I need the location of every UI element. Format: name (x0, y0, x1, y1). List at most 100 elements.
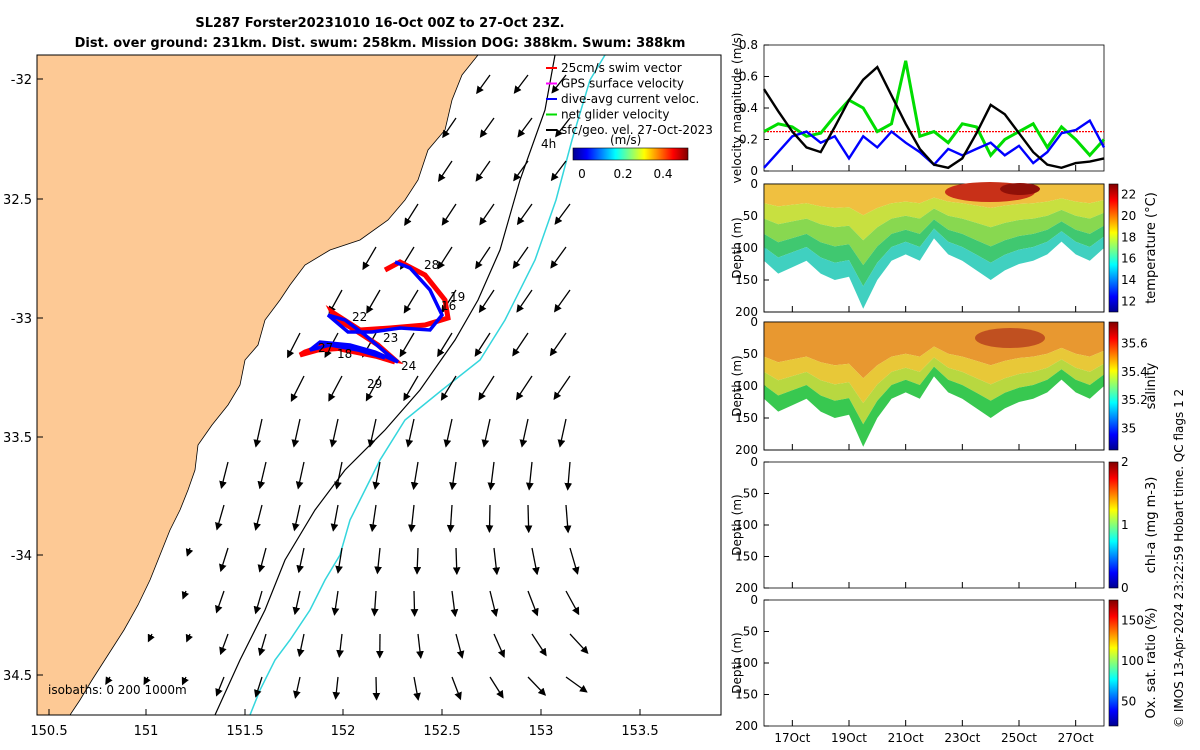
day-label: 29 (367, 377, 382, 391)
velocity-arrow (565, 590, 580, 616)
velocity-arrow (553, 289, 571, 313)
velocity-arrow (370, 590, 379, 617)
oxygen-y-tick-label: 200 (735, 719, 758, 733)
map-colorbar-unit: (m/s) (610, 133, 641, 147)
map-colorbar-ticks: 0 0.2 0.4 (578, 167, 672, 181)
day-label: 27 (318, 341, 333, 355)
velocity-arrow (215, 504, 225, 531)
time-label: 4h (541, 137, 556, 151)
velocity-arrow (555, 117, 571, 138)
velocity-arrow (493, 633, 506, 658)
x-tick-label: 17Oct (774, 731, 810, 745)
velocity-arrow (487, 461, 496, 491)
oxygen-ylabel: Depth (m) (730, 632, 744, 693)
velocity-arrow (332, 676, 341, 700)
temperature-colorbar-tick-label: 16 (1121, 252, 1136, 266)
velocity-arrow (143, 676, 151, 686)
map-y-tick-label: -32 (11, 73, 32, 88)
velocity-arrow (452, 547, 461, 576)
oxygen-y-tick-label: 0 (750, 593, 758, 607)
velocity-arrow (215, 676, 225, 697)
velocity-arrow (512, 246, 529, 269)
velocity-arrow (475, 160, 491, 182)
velocity-arrows (105, 74, 589, 701)
velocity-arrow (296, 547, 305, 574)
temperature-colorbar-label: temperature (°C) (1144, 192, 1159, 304)
velocity-arrow (563, 504, 572, 534)
temperature-colorbar (1108, 183, 1119, 313)
velocity-arrow (519, 418, 529, 448)
velocity-arrow (330, 504, 339, 532)
velocity-arrow (329, 418, 339, 448)
velocity-arrow (554, 203, 571, 225)
x-tick-label: 19Oct (831, 731, 867, 745)
salinity-colorbar-tick-label: 35.2 (1121, 393, 1148, 407)
salinity-y-tick-label: 100 (735, 379, 758, 393)
temperature-panel: 0 50 100 150 200 Depth (m) 12 14 16 18 20 22 tempera… (730, 177, 1159, 319)
velocity-arrow (557, 418, 567, 448)
salinity-y-tick-label: 0 (750, 315, 758, 329)
velocity-arrow (516, 289, 533, 313)
velocity-arrow (474, 332, 491, 357)
legend-entry: net glider velocity (561, 108, 669, 122)
x-tick-label: 23Oct (944, 731, 980, 745)
velocity-arrow (550, 160, 567, 182)
velocity-arrow (372, 461, 381, 490)
velocity-arrow (531, 547, 540, 576)
day-label: 28 (424, 258, 439, 272)
velocity-arrow (292, 504, 301, 532)
velocity-arrow (253, 590, 263, 615)
isobath-200m (214, 55, 556, 715)
legend-entry: dive-avg current veloc. (561, 92, 699, 106)
isobath-1000m (249, 55, 606, 715)
velocity-arrow (565, 676, 588, 693)
velocity-arrow (479, 203, 495, 226)
velocity-arrow (295, 461, 305, 490)
velocity-arrow (489, 590, 499, 617)
velocity-arrow (292, 590, 301, 616)
velocity-arrow (147, 633, 155, 643)
map-x-tick-label: 152.5 (423, 724, 460, 739)
velocity-arrow (290, 375, 305, 403)
velocity-arrow (336, 633, 344, 658)
velocity-arrow (441, 203, 457, 226)
velocity-arrow (553, 375, 571, 401)
velocity-arrow (291, 418, 301, 448)
velocity-arrow (449, 461, 457, 491)
chlorophyll-colorbar-label: chl-a (mg m-3) (1144, 477, 1159, 574)
temperature-y-tick-label: 100 (735, 241, 758, 255)
chart-title-line1: SL287 Forster20231010 16-Oct 00Z to 27-O… (195, 16, 565, 31)
velocity-arrow (253, 504, 263, 531)
temperature-frame-top (763, 183, 1105, 313)
velocity-arrow (515, 375, 533, 401)
velocity-arrow (527, 676, 547, 696)
temperature-colorbar-tick-label: 18 (1121, 230, 1136, 244)
velocity-arrow (254, 676, 263, 698)
chlorophyll-panel: 0 50 100 150 200 Depth (m) 0 1 2 chl-a (mg m-3) (730, 455, 1159, 595)
temperature-colorbar-tick-label: 20 (1121, 209, 1136, 223)
map-colorbar (572, 147, 689, 161)
map-colorbar-tick-label: 0.2 (613, 167, 632, 181)
oxygen-y-tick-label: 100 (735, 656, 758, 670)
velocity-arrow (475, 246, 491, 270)
velocity-arrow (413, 547, 422, 575)
salinity-colorbar-label: salinity (1144, 362, 1159, 409)
velocity-arrow (440, 375, 457, 401)
velocity-arrow (437, 246, 453, 270)
velocity-arrow (481, 418, 491, 448)
chlorophyll-colorbar-tick-label: 0 (1121, 581, 1129, 595)
velocity-arrow (516, 203, 533, 226)
salinity-heat-band (764, 357, 1104, 425)
map-legend: 25cm/s swim vector GPS surface velocitydi… (546, 61, 713, 137)
velocity-arrow (410, 590, 419, 617)
velocity-arrow (564, 461, 573, 491)
day-label: 18 (337, 347, 352, 361)
temperature-colorbar-tick-label: 14 (1121, 273, 1136, 287)
velocity-arrow (446, 504, 455, 533)
velocity-arrow (185, 633, 193, 643)
velocity-arrow (549, 332, 567, 357)
chlorophyll-y-tick-label: 150 (735, 550, 758, 564)
chlorophyll-y-tick-label: 200 (735, 581, 758, 595)
velocity-arrow (372, 676, 381, 701)
